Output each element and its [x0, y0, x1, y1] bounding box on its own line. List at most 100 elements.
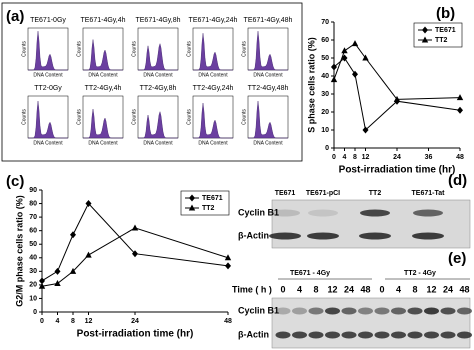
time-value: 48 — [459, 284, 469, 294]
x-axis-title: Post-irradiation time (hr) — [339, 165, 456, 176]
marker — [131, 224, 139, 231]
blot-band — [308, 209, 338, 217]
x-tick-label: 12 — [85, 318, 93, 325]
blot-band — [341, 307, 357, 315]
x-tick-label: 12 — [362, 154, 370, 161]
x-tick-label: 8 — [353, 154, 357, 161]
column-label: TE671-Tat — [412, 190, 446, 197]
histogram-title: TE671-4Gy,8h — [135, 17, 180, 24]
blot-band — [308, 307, 324, 315]
histogram — [193, 33, 233, 71]
marker — [224, 254, 232, 261]
time-value: 24 — [344, 284, 354, 294]
blot-band — [407, 331, 423, 339]
blot-band — [424, 331, 439, 339]
marker — [132, 250, 138, 258]
y-tick-label: 70 — [29, 214, 37, 221]
x-axis-label: DNA Content — [143, 72, 173, 78]
histogram-title: TE671-0Gy — [30, 17, 66, 24]
panel-label: (a) — [6, 8, 24, 25]
marker — [225, 262, 231, 270]
histogram — [248, 31, 288, 71]
x-axis-title: Post-irradiation time (hr) — [77, 329, 194, 340]
y-axis-label: Counts — [76, 109, 82, 125]
panel-label: (d) — [448, 172, 467, 189]
x-axis-label: DNA Content — [143, 140, 173, 146]
x-axis-label: DNA Content — [253, 140, 283, 146]
row-label: Cyclin B1 — [238, 305, 279, 315]
y-axis-label: Counts — [131, 109, 137, 125]
blot-band — [269, 232, 301, 240]
blot-band — [275, 307, 291, 315]
marker — [393, 95, 401, 102]
histogram-title: TT2-4Gy,8h — [140, 85, 177, 92]
y-tick-label: 30 — [29, 268, 37, 275]
x-tick-label: 0 — [332, 154, 336, 161]
y-tick-label: 20 — [321, 109, 329, 116]
time-value: 48 — [360, 284, 370, 294]
histogram-title: TE671-4Gy,24h — [189, 17, 238, 24]
y-axis-label: Counts — [186, 41, 192, 57]
blot-band — [413, 209, 443, 217]
time-value: 8 — [313, 284, 318, 294]
legend-box — [413, 22, 463, 48]
time-value: 0 — [280, 284, 285, 294]
blot-band — [270, 209, 300, 217]
marker — [341, 47, 348, 54]
x-axis-label: DNA Content — [198, 72, 228, 78]
panel-a-frame — [1, 2, 303, 162]
x-axis-label: DNA Content — [33, 72, 63, 78]
blot-band — [325, 331, 340, 339]
marker — [331, 63, 337, 71]
x-axis-label: DNA Content — [198, 140, 228, 146]
marker — [362, 54, 369, 61]
x-tick-label: 8 — [71, 318, 75, 325]
y-axis-label: Counts — [186, 109, 192, 125]
histogram — [83, 39, 123, 71]
blot-band — [341, 331, 357, 339]
y-tick-label: 60 — [321, 37, 329, 44]
time-value: 24 — [443, 284, 453, 294]
blot-band — [457, 331, 472, 339]
marker — [39, 277, 45, 285]
x-tick-label: 36 — [425, 154, 433, 161]
y-tick-label: 90 — [29, 187, 37, 194]
marker — [330, 76, 338, 83]
x-tick-label: 48 — [456, 154, 464, 161]
histogram — [28, 31, 68, 71]
blot-band — [391, 331, 406, 339]
y-axis-label: Counts — [76, 41, 82, 57]
y-tick-label: 50 — [29, 241, 37, 248]
y-tick-label: 80 — [29, 200, 37, 207]
y-tick-label: 40 — [29, 255, 37, 262]
histogram — [138, 42, 178, 71]
y-tick-label: 50 — [321, 55, 329, 62]
series-line — [333, 42, 461, 100]
column-label: TT2 — [369, 190, 382, 197]
blot-band — [424, 307, 439, 315]
blot-band — [440, 331, 456, 339]
blot-band — [407, 307, 423, 315]
series-line — [333, 57, 461, 131]
legend-label: TT2 — [435, 37, 448, 44]
y-tick-label: 0 — [325, 145, 329, 152]
y-tick-label: 10 — [29, 295, 37, 302]
series-line — [41, 227, 229, 287]
blot-band — [325, 307, 340, 315]
time-value: 0 — [379, 284, 384, 294]
row-label: β-Actin — [238, 230, 269, 240]
y-tick-label: 60 — [29, 228, 37, 235]
panel-label: (c) — [6, 173, 24, 190]
x-tick-label: 24 — [131, 318, 139, 325]
blot-band — [358, 307, 373, 315]
blot-band — [292, 307, 307, 315]
marker — [38, 282, 46, 289]
legend-label: TE671 — [435, 27, 456, 34]
histogram-title: TT2-4Gy,48h — [248, 85, 289, 92]
histogram — [28, 100, 68, 139]
row-label: Cyclin B1 — [238, 207, 279, 217]
time-value: 12 — [327, 284, 337, 294]
blot-band — [440, 307, 456, 315]
blot-frame — [271, 199, 471, 249]
